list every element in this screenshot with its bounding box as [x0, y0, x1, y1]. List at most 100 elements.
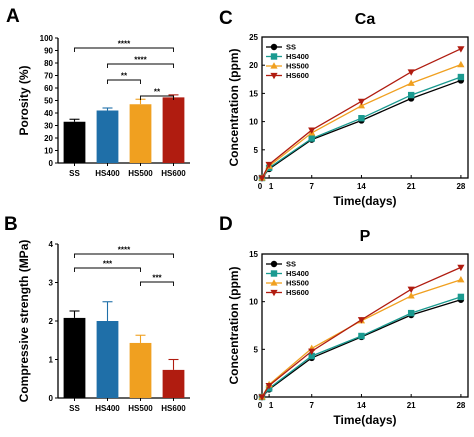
y-tick-label: 30 [44, 122, 53, 131]
y-tick-label: 10 [249, 118, 258, 127]
x-tick-label: 28 [456, 401, 465, 410]
significance-bracket [74, 253, 174, 258]
marker-square [358, 332, 365, 340]
x-tick-label: 7 [309, 182, 314, 191]
marker-triangle-up [270, 279, 278, 286]
y-tick-label: 100 [40, 34, 54, 43]
marker-triangle-down [270, 289, 278, 297]
x-tick-label: 14 [357, 182, 366, 191]
y-tick-label: 15 [249, 250, 258, 259]
y-tick-label: 40 [44, 109, 53, 118]
marker-triangle-down [357, 317, 366, 324]
y-tick-label: 5 [254, 345, 259, 354]
significance-label: *** [103, 260, 113, 269]
x-tick-label: 21 [407, 182, 416, 191]
x-tick-label: HS400 [95, 404, 120, 413]
marker-square [308, 352, 315, 360]
marker-square [358, 115, 365, 122]
marker-triangle-up [457, 275, 465, 283]
x-tick-label: 0 [258, 182, 263, 191]
series-hs600 [258, 264, 465, 401]
significance-label: *** [152, 274, 162, 283]
x-tick-label: 7 [309, 401, 314, 410]
y-tick-label: 70 [44, 72, 53, 81]
legend-label: HS600 [286, 288, 309, 297]
x-tick-label: 14 [357, 401, 366, 410]
chart-title: P [360, 228, 371, 245]
significance-label: **** [118, 40, 131, 49]
series-line [261, 76, 462, 179]
y-tick-label: 10 [249, 298, 258, 307]
series-line [261, 299, 462, 398]
marker-triangle-down [258, 175, 266, 182]
y-tick-label: 0 [254, 174, 259, 183]
x-axis-label: Time(days) [333, 194, 396, 208]
significance-bracket [107, 63, 174, 68]
x-tick-label: HS600 [161, 404, 186, 413]
significance-bracket [74, 47, 174, 52]
marker-triangle-up [407, 292, 415, 299]
marker-square [407, 309, 415, 317]
y-tick-label: 20 [44, 134, 53, 143]
panel-label: B [4, 214, 18, 235]
marker-circle [270, 43, 278, 51]
x-tick-label: SS [69, 404, 80, 413]
x-tick-label: 1 [269, 182, 274, 191]
significance-label: **** [118, 246, 131, 255]
bar-hs400 [96, 321, 119, 398]
y-tick-label: 5 [254, 146, 259, 155]
series-hs600 [258, 46, 465, 182]
legend-label: HS500 [286, 279, 309, 288]
marker-triangle-up [457, 60, 465, 68]
series-ss [258, 296, 465, 401]
y-tick-label: 90 [44, 47, 53, 56]
marker-triangle-down [258, 394, 266, 401]
plot-frame [261, 253, 469, 398]
y-tick-label: 4 [49, 240, 54, 249]
marker-square [407, 91, 415, 99]
significance-bracket [107, 79, 141, 84]
marker-square [270, 53, 278, 60]
y-tick-label: 3 [49, 279, 54, 288]
y-tick-label: 25 [249, 33, 258, 42]
x-tick-label: SS [69, 169, 80, 178]
bar-ss [63, 121, 86, 163]
legend-label: HS600 [286, 71, 309, 80]
significance-bracket [74, 267, 141, 272]
series-hs400 [258, 293, 465, 401]
panel-label: D [219, 214, 233, 235]
marker-triangle-down [407, 69, 415, 76]
x-tick-label: 0 [258, 401, 263, 410]
significance-label: ** [154, 88, 161, 97]
y-tick-label: 50 [44, 97, 53, 106]
marker-triangle-up [407, 79, 415, 86]
x-tick-label: 28 [456, 182, 465, 191]
marker-square [457, 293, 465, 301]
bar-hs500 [129, 104, 152, 163]
x-tick-label: 1 [269, 401, 274, 410]
chart-title: Ca [355, 11, 376, 28]
legend-label: HS400 [286, 52, 309, 61]
series-ss [258, 77, 465, 182]
marker-triangle-up [357, 102, 366, 109]
series-hs500 [258, 60, 465, 181]
legend-label: SS [286, 43, 296, 52]
y-tick-label: 2 [49, 317, 54, 326]
legend-label: SS [286, 260, 296, 269]
panel-label: A [6, 6, 20, 27]
bar-hs400 [96, 110, 119, 163]
plot-frame [261, 36, 469, 179]
x-tick-label: HS500 [128, 404, 153, 413]
x-tick-label: HS500 [128, 169, 153, 178]
series-line [261, 48, 462, 179]
x-tick-label: HS600 [161, 169, 186, 178]
series-line [261, 79, 462, 179]
x-tick-label: HS400 [95, 169, 120, 178]
marker-triangle-down [407, 286, 415, 294]
y-axis-label: Porosity (%) [17, 65, 31, 135]
y-tick-label: 20 [249, 61, 258, 70]
y-axis-label: Concentration (ppm) [227, 49, 241, 167]
bar-hs600 [162, 97, 185, 163]
marker-triangle-down [265, 382, 273, 390]
bar-ss [63, 317, 86, 398]
